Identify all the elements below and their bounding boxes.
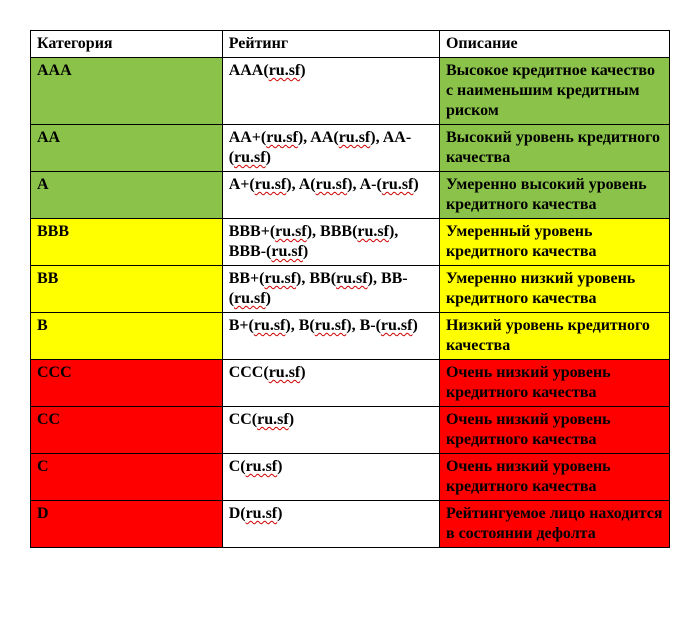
cell-category: B xyxy=(31,313,223,360)
cell-rating: BB+(ru.sf), BB(ru.sf), BB-(ru.sf) xyxy=(222,266,439,313)
cell-rating: A+(ru.sf), A(ru.sf), A-(ru.sf) xyxy=(222,172,439,219)
cell-category: AAA xyxy=(31,58,223,125)
cell-category: CCC xyxy=(31,360,223,407)
cell-description: Очень низкий уровень кредитного качества xyxy=(439,360,669,407)
cell-rating: AA+(ru.sf), AA(ru.sf), AA-(ru.sf) xyxy=(222,125,439,172)
table-row: BBBB+(ru.sf), BB(ru.sf), BB-(ru.sf)Умере… xyxy=(31,266,670,313)
cell-rating: CCC(ru.sf) xyxy=(222,360,439,407)
cell-description: Высокий уровень кредитного качества xyxy=(439,125,669,172)
table-row: AAAA+(ru.sf), AA(ru.sf), AA-(ru.sf)Высок… xyxy=(31,125,670,172)
table-row: CC(ru.sf)Очень низкий уровень кредитного… xyxy=(31,454,670,501)
cell-rating: BBB+(ru.sf), BBB(ru.sf), BBB-(ru.sf) xyxy=(222,219,439,266)
header-category: Категория xyxy=(31,31,223,58)
table-row: DD(ru.sf)Рейтингуемое лицо находится в с… xyxy=(31,501,670,548)
cell-category: BBB xyxy=(31,219,223,266)
header-description: Описание xyxy=(439,31,669,58)
cell-description: Низкий уровень кредитного качества xyxy=(439,313,669,360)
cell-description: Умеренно низкий уровень кредитного качес… xyxy=(439,266,669,313)
cell-category: D xyxy=(31,501,223,548)
cell-description: Рейтингуемое лицо находится в состоянии … xyxy=(439,501,669,548)
header-rating: Рейтинг xyxy=(222,31,439,58)
table-row: BB+(ru.sf), B(ru.sf), B-(ru.sf)Низкий ур… xyxy=(31,313,670,360)
cell-category: BB xyxy=(31,266,223,313)
cell-description: Очень низкий уровень кредитного качества xyxy=(439,407,669,454)
table-row: BBBBBB+(ru.sf), BBB(ru.sf), BBB-(ru.sf)У… xyxy=(31,219,670,266)
cell-description: Умеренный уровень кредитного качества xyxy=(439,219,669,266)
table-header-row: Категория Рейтинг Описание xyxy=(31,31,670,58)
ratings-table: Категория Рейтинг Описание AAAAAA(ru.sf)… xyxy=(30,30,670,548)
cell-category: A xyxy=(31,172,223,219)
cell-description: Высокое кредитное качество с наименьшим … xyxy=(439,58,669,125)
cell-rating: CC(ru.sf) xyxy=(222,407,439,454)
cell-category: CC xyxy=(31,407,223,454)
table-row: AA+(ru.sf), A(ru.sf), A-(ru.sf)Умеренно … xyxy=(31,172,670,219)
table-row: CCCC(ru.sf)Очень низкий уровень кредитно… xyxy=(31,407,670,454)
table-row: CCCCCC(ru.sf)Очень низкий уровень кредит… xyxy=(31,360,670,407)
cell-rating: AAA(ru.sf) xyxy=(222,58,439,125)
cell-description: Умеренно высокий уровень кредитного каче… xyxy=(439,172,669,219)
cell-description: Очень низкий уровень кредитного качества xyxy=(439,454,669,501)
cell-rating: B+(ru.sf), B(ru.sf), B-(ru.sf) xyxy=(222,313,439,360)
cell-rating: C(ru.sf) xyxy=(222,454,439,501)
cell-category: C xyxy=(31,454,223,501)
cell-rating: D(ru.sf) xyxy=(222,501,439,548)
table-row: AAAAAA(ru.sf)Высокое кредитное качество … xyxy=(31,58,670,125)
cell-category: AA xyxy=(31,125,223,172)
